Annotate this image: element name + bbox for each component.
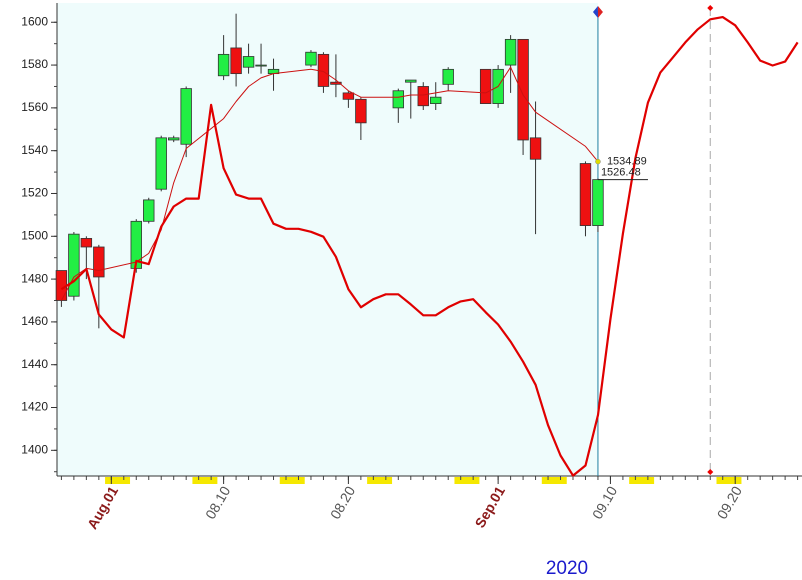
- weekend-marker: [279, 477, 305, 484]
- candle-body: [305, 51, 317, 66]
- y-tick-label: 1420: [21, 400, 48, 414]
- candle-body: [242, 56, 255, 68]
- y-tick-label: 1600: [21, 14, 48, 28]
- x-tick-label: 08.10: [202, 483, 233, 522]
- candle-body: [504, 38, 517, 66]
- candle-body: [217, 53, 230, 77]
- x-tick-label: 08.20: [327, 483, 358, 522]
- candle-body: [255, 64, 267, 67]
- y-tick-label: 1480: [21, 271, 48, 285]
- average-end-marker: [595, 158, 601, 165]
- current-marker-right: [597, 6, 603, 18]
- candle-body: [442, 68, 454, 85]
- y-tick-label: 1520: [21, 186, 48, 200]
- close-last-label: 1526.48: [601, 167, 641, 179]
- average-last-label: 1534.89: [607, 156, 647, 168]
- x-axis-label: 2020: [546, 558, 588, 579]
- weekend-marker: [629, 477, 655, 484]
- weekend-marker: [367, 477, 393, 484]
- candle-body: [592, 179, 604, 226]
- weekend-marker: [192, 477, 218, 484]
- average-line: [60, 66, 599, 301]
- candle-body: [167, 137, 180, 141]
- candle-body: [405, 79, 417, 83]
- y-tick-label: 1560: [21, 100, 48, 114]
- candle-body: [55, 270, 68, 301]
- x-tick-label: 09.20: [714, 483, 745, 522]
- x-tick-label: Aug.01: [84, 483, 121, 532]
- candle-body: [330, 81, 342, 85]
- y-tick-label: 1500: [21, 228, 48, 242]
- y-tick-label: 1460: [21, 314, 48, 328]
- cycle-curve: [60, 16, 799, 477]
- y-tick-label: 1580: [21, 57, 48, 71]
- y-tick-label: 1400: [21, 442, 48, 456]
- candle-body: [80, 238, 93, 248]
- candle-body: [579, 163, 592, 226]
- candle-body: [93, 246, 105, 278]
- weekend-marker: [454, 477, 480, 484]
- candle-body: [517, 38, 529, 141]
- y-tick-label: 1540: [21, 143, 48, 157]
- candle-body: [355, 98, 367, 124]
- current-marker-left: [592, 6, 598, 18]
- candle-body: [68, 233, 80, 297]
- weekend-marker: [541, 477, 567, 484]
- weekend-marker: [716, 477, 742, 484]
- y-tick-label: 1440: [21, 357, 48, 371]
- candle-body: [143, 199, 155, 222]
- cycle-marker: [707, 5, 714, 11]
- weekend-marker: [105, 477, 131, 484]
- candle-body: [479, 68, 492, 104]
- candle-body: [342, 92, 355, 100]
- candle-body: [417, 86, 429, 107]
- candle-body: [180, 88, 192, 145]
- x-tick-label: Sep.01: [472, 483, 509, 530]
- cycle-marker: [707, 469, 714, 475]
- candle-body: [130, 220, 142, 269]
- candle-body: [430, 96, 442, 104]
- candle-body: [230, 47, 242, 75]
- candle-body: [529, 137, 542, 160]
- candle-body: [155, 137, 167, 190]
- x-tick-label: 09.10: [589, 483, 620, 522]
- candle-body: [392, 90, 405, 109]
